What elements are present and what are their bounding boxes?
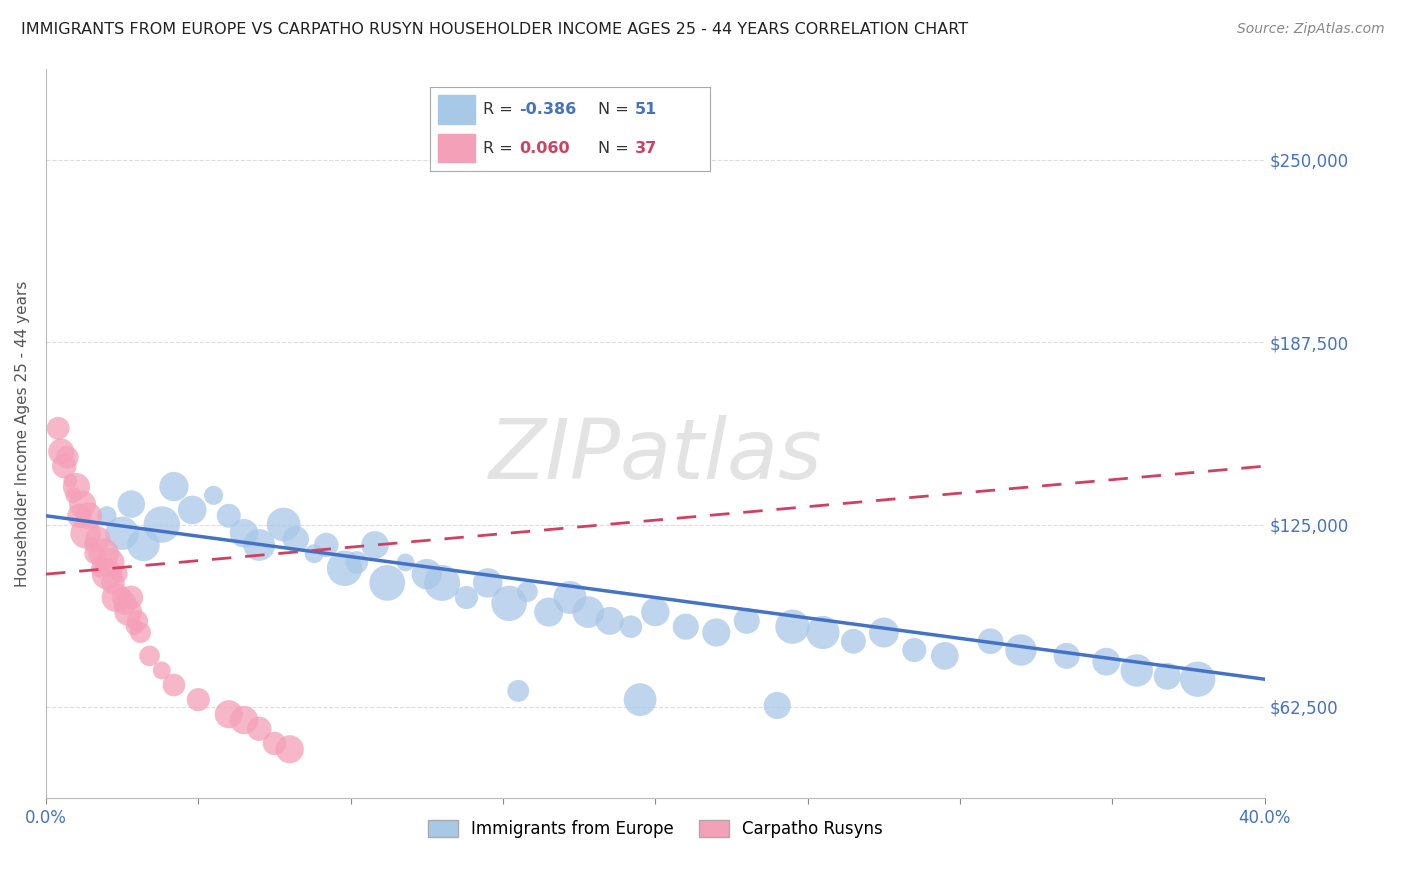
Point [96, 508, 118, 523]
Point [302, 547, 325, 561]
Point [83, 547, 105, 561]
Point [273, 517, 295, 532]
Point [120, 497, 142, 511]
Point [247, 538, 270, 552]
Point [430, 575, 453, 590]
Point [233, 713, 256, 727]
Point [120, 591, 142, 605]
Point [46, 421, 69, 435]
Point [105, 591, 128, 605]
Point [69, 508, 91, 523]
Point [56, 450, 79, 465]
Point [263, 736, 285, 750]
Point [735, 614, 758, 628]
Point [65, 480, 87, 494]
Text: ZIPatlas: ZIPatlas [488, 415, 823, 496]
Point [934, 648, 956, 663]
Point [903, 643, 925, 657]
Point [53, 459, 76, 474]
Point [704, 625, 727, 640]
Point [90, 561, 112, 575]
Point [87, 532, 110, 546]
Point [75, 526, 97, 541]
Point [117, 605, 139, 619]
Text: Source: ZipAtlas.com: Source: ZipAtlas.com [1237, 22, 1385, 37]
Point [516, 584, 538, 599]
Point [247, 722, 270, 736]
Point [508, 684, 530, 698]
Point [782, 620, 804, 634]
Point [62, 488, 84, 502]
Point [278, 742, 301, 756]
Point [576, 605, 599, 619]
Point [558, 591, 581, 605]
Point [111, 526, 134, 541]
Point [233, 526, 256, 541]
Point [644, 605, 666, 619]
Point [132, 538, 155, 552]
Point [163, 678, 186, 692]
Point [394, 556, 416, 570]
Point [456, 591, 478, 605]
Point [537, 605, 560, 619]
Point [111, 591, 134, 605]
Point [375, 575, 398, 590]
Point [127, 614, 149, 628]
Point [98, 556, 121, 570]
Point [218, 707, 240, 722]
Point [498, 596, 520, 610]
Point [93, 547, 115, 561]
Point [1156, 669, 1178, 683]
Point [96, 567, 118, 582]
Point [51, 444, 73, 458]
Point [150, 664, 173, 678]
Point [979, 634, 1001, 648]
Point [675, 620, 697, 634]
Point [315, 538, 337, 552]
Point [416, 567, 439, 582]
Point [101, 575, 124, 590]
Point [1187, 672, 1209, 686]
Point [150, 517, 173, 532]
Point [1125, 664, 1147, 678]
Point [129, 625, 152, 640]
Point [77, 508, 100, 523]
Point [80, 538, 103, 552]
Point [181, 503, 204, 517]
Point [1010, 643, 1032, 657]
Point [1095, 655, 1118, 669]
Point [163, 480, 186, 494]
Point [842, 634, 865, 648]
Point [72, 497, 94, 511]
Point [218, 508, 240, 523]
Point [766, 698, 789, 713]
Point [202, 488, 225, 502]
Point [873, 625, 896, 640]
Point [620, 620, 643, 634]
Point [477, 575, 499, 590]
Y-axis label: Householder Income Ages 25 - 44 years: Householder Income Ages 25 - 44 years [15, 280, 30, 587]
Point [138, 648, 160, 663]
Point [284, 532, 307, 546]
Point [124, 620, 146, 634]
Point [187, 692, 209, 706]
Point [114, 596, 136, 610]
Point [346, 556, 368, 570]
Point [599, 614, 621, 628]
Point [59, 474, 82, 488]
Point [364, 538, 387, 552]
Point [333, 561, 356, 575]
Point [811, 625, 834, 640]
Point [628, 692, 651, 706]
Point [1056, 648, 1078, 663]
Point [108, 567, 131, 582]
Text: IMMIGRANTS FROM EUROPE VS CARPATHO RUSYN HOUSEHOLDER INCOME AGES 25 - 44 YEARS C: IMMIGRANTS FROM EUROPE VS CARPATHO RUSYN… [21, 22, 969, 37]
Legend: Immigrants from Europe, Carpatho Rusyns: Immigrants from Europe, Carpatho Rusyns [420, 813, 890, 845]
